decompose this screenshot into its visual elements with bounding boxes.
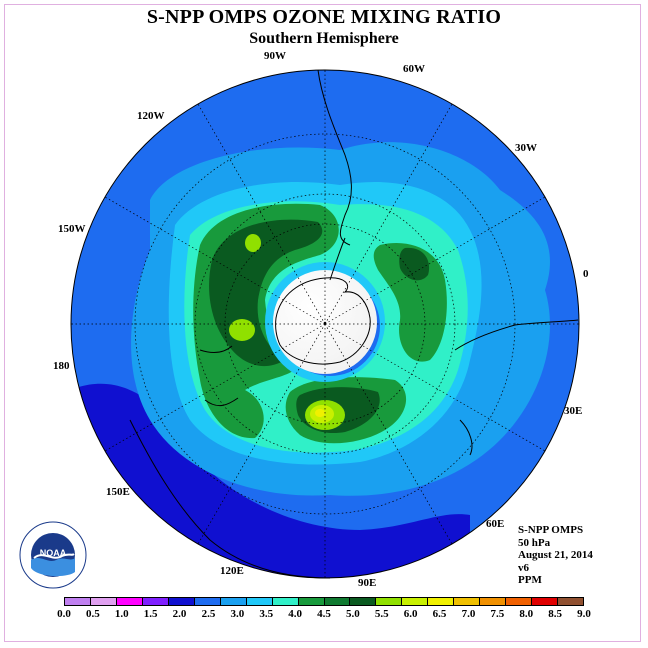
colorbar-swatch <box>324 598 351 605</box>
colorbar-tick-label: 2.5 <box>201 608 216 620</box>
south-pole-marker <box>323 321 327 325</box>
colorbar-tick-label: 8.5 <box>548 608 562 620</box>
colorbar-swatch <box>558 598 584 605</box>
contour-5-5-a <box>245 234 261 252</box>
map-title: S-NPP OMPS OZONE MIXING RATIO <box>146 6 502 28</box>
colorbar-tick-label: 7.5 <box>490 608 505 620</box>
antarctica-coast <box>275 277 371 365</box>
info-block: S-NPP OMPS 50 hPa August 21, 2014 v6 PPM <box>518 524 593 587</box>
colorbar-tick-label: 1.0 <box>114 608 129 620</box>
colorbar-swatch <box>298 598 325 605</box>
graticule <box>71 70 579 578</box>
lon-label-30w: 30W <box>515 142 537 154</box>
noaa-logo-text: NOAA <box>40 548 67 558</box>
colorbar-swatch <box>480 598 507 605</box>
lon-label-150w: 150W <box>58 223 86 235</box>
colorbar-swatch <box>532 598 559 605</box>
info-version: v6 <box>518 561 529 574</box>
colorbar-swatch <box>168 598 195 605</box>
lon-label-60w: 60W <box>403 63 425 75</box>
colorbar-swatch <box>194 598 221 605</box>
lon-label-30e: 30E <box>564 405 583 417</box>
lon-label-120e: 120E <box>220 565 244 577</box>
colorbar-swatch <box>402 598 429 605</box>
colorbar-tick-label: 8.0 <box>519 608 534 620</box>
lon-label-90e: 90E <box>358 577 377 589</box>
map-subtitle: Southern Hemisphere <box>249 30 399 47</box>
colorbar-swatch <box>376 598 403 605</box>
lon-label-90w: 90W <box>264 50 286 62</box>
colorbar-tick-label: 5.5 <box>374 608 389 620</box>
lon-label-180: 180 <box>53 360 70 372</box>
colorbar-swatch <box>454 598 481 605</box>
info-date: August 21, 2014 <box>518 549 593 561</box>
colorbar-swatch <box>506 598 533 605</box>
info-units: PPM <box>518 574 542 586</box>
colorbar-tick-label: 5.0 <box>346 608 360 620</box>
colorbar-tick-label: 7.0 <box>461 608 476 620</box>
colorbar-tick-label: 1.5 <box>143 608 158 620</box>
colorbar-swatch <box>90 598 117 605</box>
contour-5-0-east <box>399 247 430 281</box>
lon-label-60e: 60E <box>486 518 505 530</box>
colorbar-tick-label: 4.5 <box>317 608 331 620</box>
info-instrument: S-NPP OMPS <box>518 524 584 536</box>
colorbar-swatch <box>65 598 91 605</box>
colorbar-swatch <box>220 598 247 605</box>
colorbar-tick-label: 3.5 <box>259 608 274 620</box>
colorbar-tick-label: 4.0 <box>288 608 302 620</box>
coastlines <box>129 69 579 579</box>
colorbar-swatch <box>142 598 169 605</box>
colorbar-tick-label: 3.0 <box>230 608 245 620</box>
colorbar-tick-label: 9.0 <box>577 608 591 620</box>
africa-coast <box>454 319 579 351</box>
colorbar-swatch <box>428 598 455 605</box>
colorbar-tick-label: 6.5 <box>432 608 447 620</box>
colorbar-tick-label: 0.5 <box>86 608 100 620</box>
plot-frame <box>4 4 641 642</box>
south-america-coast <box>317 69 352 246</box>
colorbar-tick-label: 0.0 <box>57 608 71 620</box>
colorbar-swatch <box>116 598 143 605</box>
colorbar <box>64 597 584 606</box>
colorbar-ticks: 0.0 0.5 1.0 1.5 2.0 2.5 3.0 3.5 4.0 4.5 5.0 5.5 6.0 6… <box>57 608 591 622</box>
colorbar-swatch <box>246 598 273 605</box>
australia-coast <box>129 419 331 579</box>
new-zealand-coast <box>199 345 239 407</box>
colorbar-tick-label: 2.0 <box>172 608 187 620</box>
map-boundary <box>70 69 580 579</box>
colorbar-swatch <box>350 598 377 605</box>
lon-label-0: 0 <box>583 268 589 280</box>
info-level: 50 hPa <box>518 536 551 549</box>
lon-label-150e: 150E <box>106 486 130 498</box>
contour-6-5 <box>315 409 325 417</box>
ozone-field <box>71 70 579 578</box>
colorbar-tick-label: 6.0 <box>403 608 418 620</box>
madagascar-coast <box>459 419 473 456</box>
noaa-logo: NOAA <box>19 521 87 589</box>
contour-5-5-b <box>229 319 255 341</box>
lon-label-120w: 120W <box>137 110 165 122</box>
colorbar-swatch <box>272 598 299 605</box>
